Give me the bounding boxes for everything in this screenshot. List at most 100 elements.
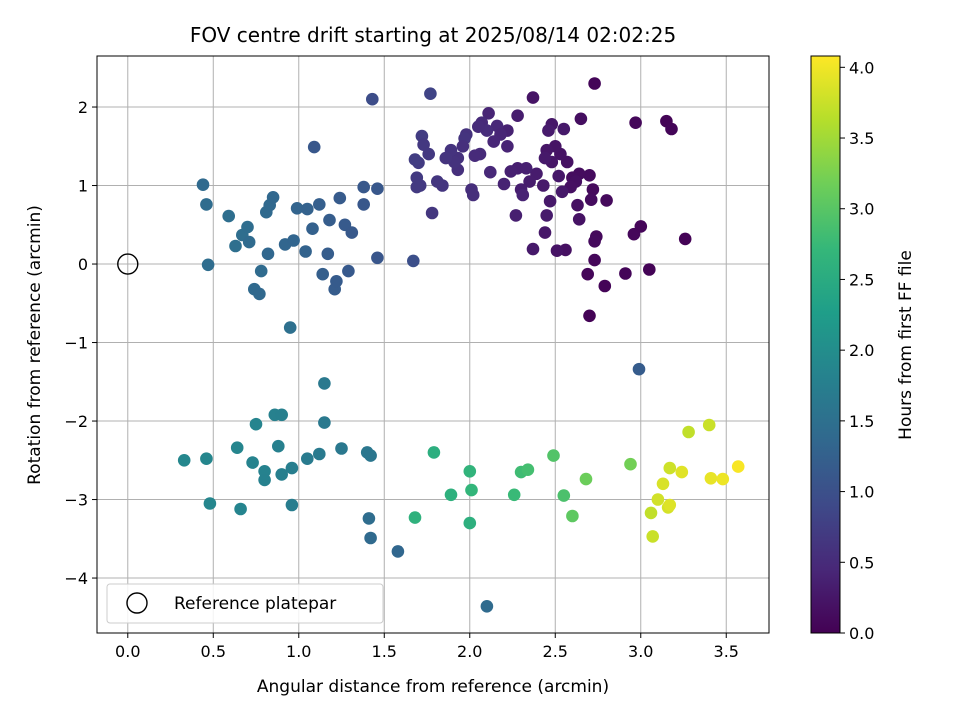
data-point: [651, 493, 665, 506]
data-point: [501, 140, 514, 153]
data-point: [507, 488, 521, 502]
data-point: [229, 239, 242, 253]
data-point: [424, 87, 437, 100]
data-point: [335, 442, 348, 455]
colorbar-gradient: [810, 55, 841, 634]
x-tick-label: 2.5: [543, 642, 568, 661]
x-axis-label: Angular distance from reference (arcmin): [257, 677, 609, 697]
colorbar: 0.0 0.5 1.0 1.5 2.0 2.5 3.0 3.5 4.0 Hours from f…: [810, 55, 916, 643]
data-point: [427, 446, 441, 459]
data-point: [629, 116, 642, 129]
data-point: [323, 213, 336, 227]
data-point: [663, 461, 677, 475]
data-point: [301, 452, 314, 466]
data-point: [290, 202, 304, 215]
x-axis: 0.0 0.5 1.0 1.5 2.0 2.5 3.0 3.5: [115, 633, 739, 661]
y-tick-label: −3: [64, 491, 88, 510]
x-tick-label: 1.5: [372, 642, 397, 661]
data-point: [318, 416, 331, 429]
colorbar-tick-label: 2.0: [849, 341, 874, 360]
data-point: [246, 456, 259, 469]
data-point: [557, 122, 571, 136]
data-point: [702, 418, 716, 432]
data-point: [313, 198, 326, 211]
y-tick-label: 0: [78, 255, 88, 274]
legend: Reference platepar: [106, 583, 384, 624]
y-tick-label: 2: [78, 98, 88, 117]
data-point: [234, 502, 247, 516]
data-point: [357, 198, 371, 211]
data-point: [487, 135, 501, 148]
grid-lines: [97, 56, 769, 633]
data-point: [519, 162, 533, 175]
data-point: [463, 516, 477, 530]
data-point: [550, 244, 564, 257]
legend-marker-icon: [126, 592, 148, 614]
data-point: [678, 232, 692, 246]
data-point: [523, 175, 536, 188]
data-point: [306, 222, 319, 235]
data-point: [552, 169, 565, 183]
data-point: [318, 377, 331, 390]
colorbar-tick-label: 1.5: [849, 412, 874, 431]
data-point: [283, 321, 297, 334]
data-point: [266, 191, 280, 204]
data-point: [537, 179, 550, 192]
data-point: [555, 185, 569, 199]
data-point: [417, 138, 430, 151]
data-point: [644, 506, 658, 520]
data-point: [634, 220, 648, 233]
data-point: [482, 107, 495, 120]
data-point: [704, 472, 718, 485]
chart-title: FOV centre drift starting at 2025/08/14 …: [190, 23, 676, 47]
data-point: [299, 245, 312, 258]
data-point: [366, 92, 379, 106]
data-point: [466, 188, 480, 202]
data-point: [285, 498, 299, 512]
colorbar-tick-label: 3.0: [849, 200, 874, 219]
data-point: [275, 408, 289, 422]
data-point: [439, 151, 453, 165]
data-point: [468, 149, 482, 162]
y-axis: −4 −3 −2 −1 0 1 2: [64, 98, 97, 588]
legend-label: Reference platepar: [174, 594, 336, 614]
data-point: [463, 465, 477, 478]
data-point: [425, 206, 439, 220]
data-point: [600, 194, 613, 207]
data-point: [566, 509, 579, 523]
data-point: [588, 235, 601, 248]
data-point: [200, 198, 213, 211]
colorbar-ticks: 0.0 0.5 1.0 1.5 2.0 2.5 3.0 3.5 4.0: [840, 58, 874, 643]
data-point: [410, 171, 424, 184]
x-tick-label: 1.0: [286, 642, 311, 661]
reference-marker: [117, 253, 139, 275]
x-tick-label: 3.0: [628, 642, 653, 661]
data-point: [196, 178, 210, 191]
plot-frame: [96, 55, 770, 634]
data-point: [431, 175, 444, 188]
data-point: [588, 253, 601, 267]
data-point: [643, 263, 656, 276]
data-point: [583, 169, 596, 182]
data-point: [465, 483, 478, 497]
data-point: [571, 198, 584, 212]
data-point: [588, 77, 601, 90]
data-point: [342, 264, 355, 278]
data-point: [408, 511, 422, 524]
data-point: [526, 242, 540, 256]
data-points: [177, 77, 745, 613]
data-point: [249, 417, 263, 431]
colorbar-tick-label: 3.5: [849, 129, 874, 148]
data-point: [516, 188, 530, 202]
data-point: [632, 362, 646, 376]
data-point: [285, 461, 299, 475]
data-point: [254, 264, 268, 278]
data-point: [497, 177, 511, 191]
data-point: [316, 267, 330, 281]
data-point: [682, 425, 695, 439]
data-point: [572, 213, 586, 226]
data-point: [574, 112, 588, 126]
data-point: [538, 151, 552, 165]
data-point: [540, 209, 553, 222]
data-point: [511, 109, 524, 122]
